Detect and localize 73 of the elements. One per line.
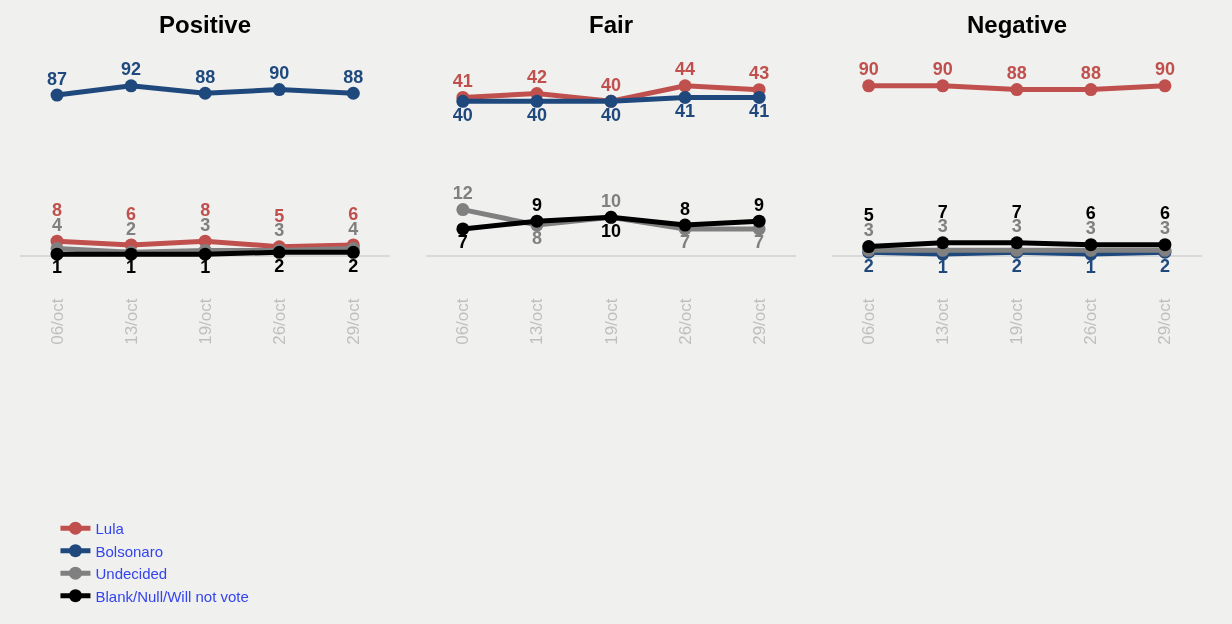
data-label: 92 [121, 59, 142, 80]
point [456, 222, 470, 236]
point [198, 247, 212, 261]
point [50, 247, 64, 261]
point [678, 218, 692, 232]
point [530, 94, 544, 108]
point [678, 90, 692, 104]
chart-title: Negative [967, 11, 1068, 38]
point [936, 79, 950, 93]
chart-title: Fair [589, 11, 634, 38]
legend-label: Undecided [95, 565, 168, 582]
data-label: 1 [937, 257, 948, 278]
data-label: 40 [600, 104, 622, 125]
chart-title: Positive [159, 11, 252, 38]
data-label: 90 [858, 59, 879, 80]
data-label: 41 [675, 100, 696, 121]
point [862, 79, 876, 93]
data-label: 2 [274, 255, 285, 276]
data-label: 1 [52, 257, 63, 278]
point [198, 86, 212, 100]
data-label: 43 [749, 63, 770, 84]
legend-label: Bolsonaro [95, 542, 164, 560]
data-label: 88 [195, 66, 216, 87]
point [1084, 238, 1098, 252]
point [1158, 79, 1172, 93]
data-label: 12 [452, 183, 473, 204]
point [124, 79, 138, 93]
data-label: 2 [348, 255, 359, 276]
data-label: 90 [932, 59, 953, 80]
data-label: 10 [600, 220, 622, 241]
data-label: 1 [126, 257, 137, 278]
point [752, 90, 766, 104]
point [1158, 238, 1172, 252]
point [678, 79, 692, 93]
data-label: 41 [749, 100, 770, 121]
data-label: 90 [269, 63, 290, 84]
data-label: 2 [1011, 255, 1022, 276]
data-label: 88 [343, 66, 364, 87]
data-label: 40 [600, 74, 622, 95]
point [1084, 83, 1098, 97]
data-label: 87 [47, 68, 68, 89]
data-label: 10 [600, 190, 622, 211]
point [530, 214, 544, 228]
point [456, 94, 470, 108]
point [752, 214, 766, 228]
point [456, 203, 470, 217]
data-label: 41 [452, 71, 473, 92]
data-label: 7 [457, 232, 468, 253]
data-label: 90 [1154, 59, 1175, 80]
data-label: 8 [531, 228, 542, 249]
legend-label: Blank/Null/Will not vote [95, 587, 249, 605]
data-label: 9 [754, 194, 765, 215]
data-label: 7 [754, 232, 765, 253]
point [346, 86, 360, 100]
point [50, 88, 64, 102]
data-label: 1 [1085, 257, 1096, 278]
point [936, 236, 950, 250]
point [272, 83, 286, 97]
data-label: 40 [452, 104, 473, 125]
data-label: 7 [680, 232, 691, 253]
point [1010, 83, 1024, 97]
data-label: 2 [863, 255, 874, 276]
data-label: 9 [531, 194, 542, 215]
data-label: 88 [1006, 63, 1027, 84]
data-label: 42 [526, 67, 547, 88]
data-label: 2 [1159, 255, 1170, 276]
point [1010, 236, 1024, 250]
data-label: 8 [680, 198, 691, 219]
data-label: 40 [526, 104, 547, 125]
data-label: 88 [1080, 63, 1101, 84]
legend-label: Lula [95, 520, 125, 537]
data-label: 1 [200, 257, 211, 278]
data-label: 44 [675, 59, 696, 80]
